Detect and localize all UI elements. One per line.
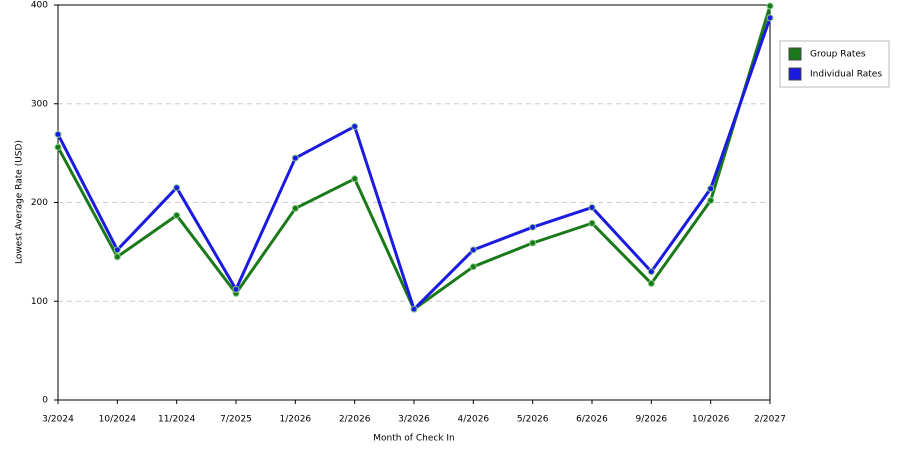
legend-swatch — [788, 47, 802, 61]
data-point — [588, 203, 596, 211]
y-tick-label: 100 — [31, 297, 48, 307]
x-tick-label: 1/2026 — [279, 415, 311, 425]
data-point — [113, 253, 121, 261]
x-tick-label: 4/2026 — [457, 415, 489, 425]
data-point — [291, 154, 299, 162]
data-point — [529, 239, 537, 247]
data-point — [469, 246, 477, 254]
x-tick-label: 10/2026 — [692, 415, 730, 425]
x-tick-label: 3/2026 — [398, 415, 430, 425]
y-axis-label: Lowest Average Rate (USD) — [15, 140, 25, 264]
series-line — [56, 5, 772, 311]
data-point — [588, 219, 596, 227]
data-point — [232, 285, 240, 293]
data-point — [113, 246, 121, 254]
data-point — [173, 184, 181, 192]
y-tick-label: 300 — [31, 99, 48, 109]
data-point — [707, 185, 715, 193]
data-point — [351, 122, 359, 130]
data-point — [766, 14, 774, 22]
data-point — [647, 268, 655, 276]
x-tick-label: 3/2024 — [42, 415, 74, 425]
x-tick-label: 10/2024 — [99, 415, 137, 425]
data-point — [529, 223, 537, 231]
data-point — [54, 143, 62, 151]
data-point — [647, 279, 655, 287]
data-point — [707, 197, 715, 205]
data-point — [351, 175, 359, 183]
x-tick-label: 6/2026 — [576, 415, 608, 425]
y-tick-label: 200 — [31, 198, 48, 208]
x-tick-label: 11/2024 — [158, 415, 196, 425]
x-tick-label: 2/2027 — [754, 415, 786, 425]
legend-label: Individual Rates — [810, 70, 882, 80]
x-tick-label: 7/2025 — [220, 415, 252, 425]
x-tick-label: 9/2026 — [635, 415, 667, 425]
legend-label: Group Rates — [810, 50, 866, 60]
x-tick-label: 5/2026 — [517, 415, 549, 425]
data-point — [291, 204, 299, 212]
y-tick-label: 400 — [31, 1, 48, 11]
data-point — [410, 305, 418, 313]
data-point — [54, 130, 62, 138]
y-tick-label: 0 — [42, 396, 48, 406]
data-point — [469, 263, 477, 271]
x-axis-label: Month of Check In — [373, 434, 455, 444]
data-point — [173, 211, 181, 219]
x-tick-label: 2/2026 — [339, 415, 371, 425]
legend-swatch — [788, 67, 802, 81]
data-point — [766, 2, 774, 10]
